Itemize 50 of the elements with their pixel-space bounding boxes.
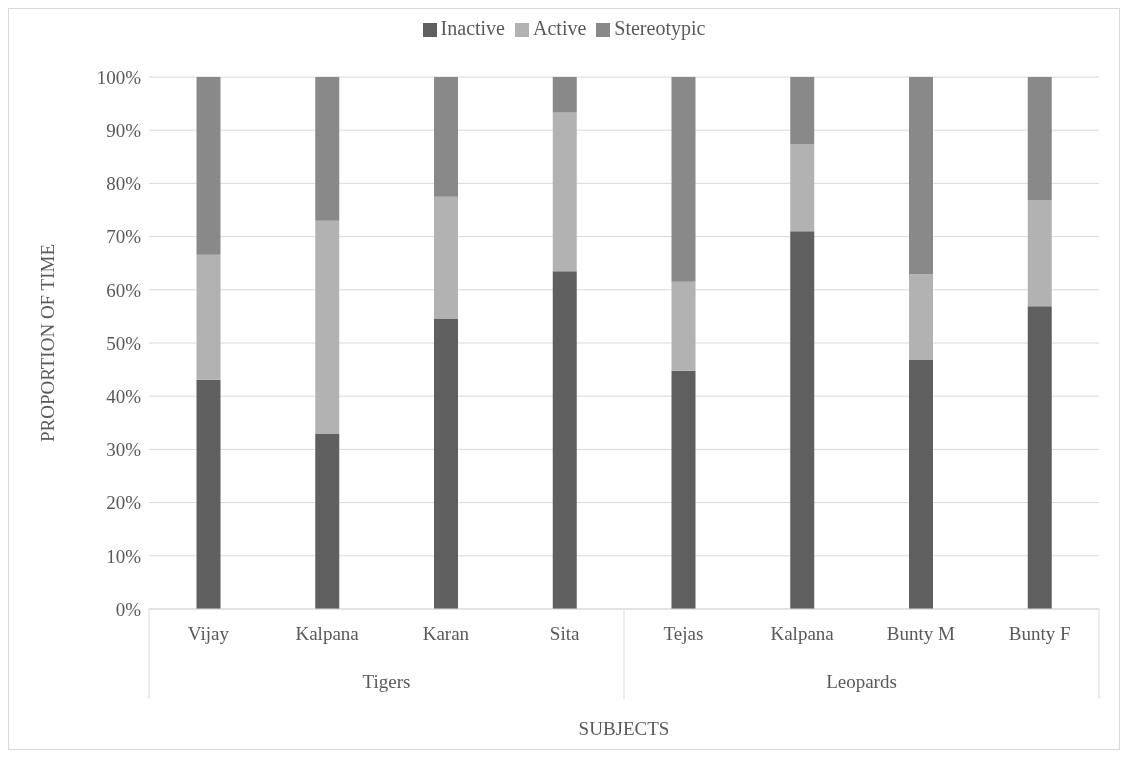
bar (434, 77, 458, 197)
x-tick-label: Karan (422, 623, 470, 645)
legend-label: Inactive (440, 17, 505, 39)
y-tick-label: 40% (106, 385, 142, 407)
bar (671, 281, 696, 371)
text: Leopards (825, 671, 898, 693)
x-tick-label: Tejas (663, 623, 704, 645)
bar (1027, 306, 1052, 609)
y-tick-label: 80% (106, 173, 142, 195)
x-tick-label: Kalpana (295, 623, 360, 645)
bar (790, 77, 815, 145)
y-tick-label: 100% (96, 66, 142, 88)
bar (552, 77, 577, 113)
bar (196, 379, 221, 609)
y-axis-title: PROPORTION OF TIME (36, 243, 58, 443)
bar (671, 370, 696, 609)
x-tick-label: Bunty M (886, 623, 956, 645)
x-tick-label: Vijay (187, 623, 230, 645)
bar (909, 360, 933, 609)
bar (552, 112, 577, 272)
bar (315, 433, 340, 609)
bar (909, 274, 933, 361)
y-tick-label: 10% (106, 545, 142, 567)
bar (1027, 77, 1052, 200)
y-tick-label: 30% (106, 439, 142, 461)
legend-label: Stereotypic (614, 17, 706, 39)
y-tick-label: 0% (115, 598, 142, 620)
legend-label: Active (533, 17, 587, 39)
bar (671, 77, 696, 282)
y-tick-label: 60% (106, 279, 142, 301)
bar (434, 318, 458, 609)
bar (315, 220, 340, 434)
y-tick-label: 20% (106, 492, 142, 514)
bar (315, 77, 340, 221)
y-tick-label: 90% (106, 119, 142, 141)
bar (909, 77, 933, 275)
y-tick-label: 50% (106, 332, 142, 354)
bar (434, 196, 458, 319)
x-axis-title: SUBJECTS (578, 718, 670, 739)
bar (790, 231, 815, 609)
x-tick-label: Kalpana (770, 623, 835, 645)
bar (1027, 199, 1052, 307)
text: Tigers (361, 671, 412, 693)
y-tick-label: 70% (106, 226, 142, 248)
bar (196, 254, 221, 380)
bar (196, 77, 221, 255)
x-tick-label: Sita (549, 623, 580, 645)
bar (790, 144, 815, 232)
bar (552, 271, 577, 609)
x-tick-label: Bunty F (1008, 623, 1071, 645)
